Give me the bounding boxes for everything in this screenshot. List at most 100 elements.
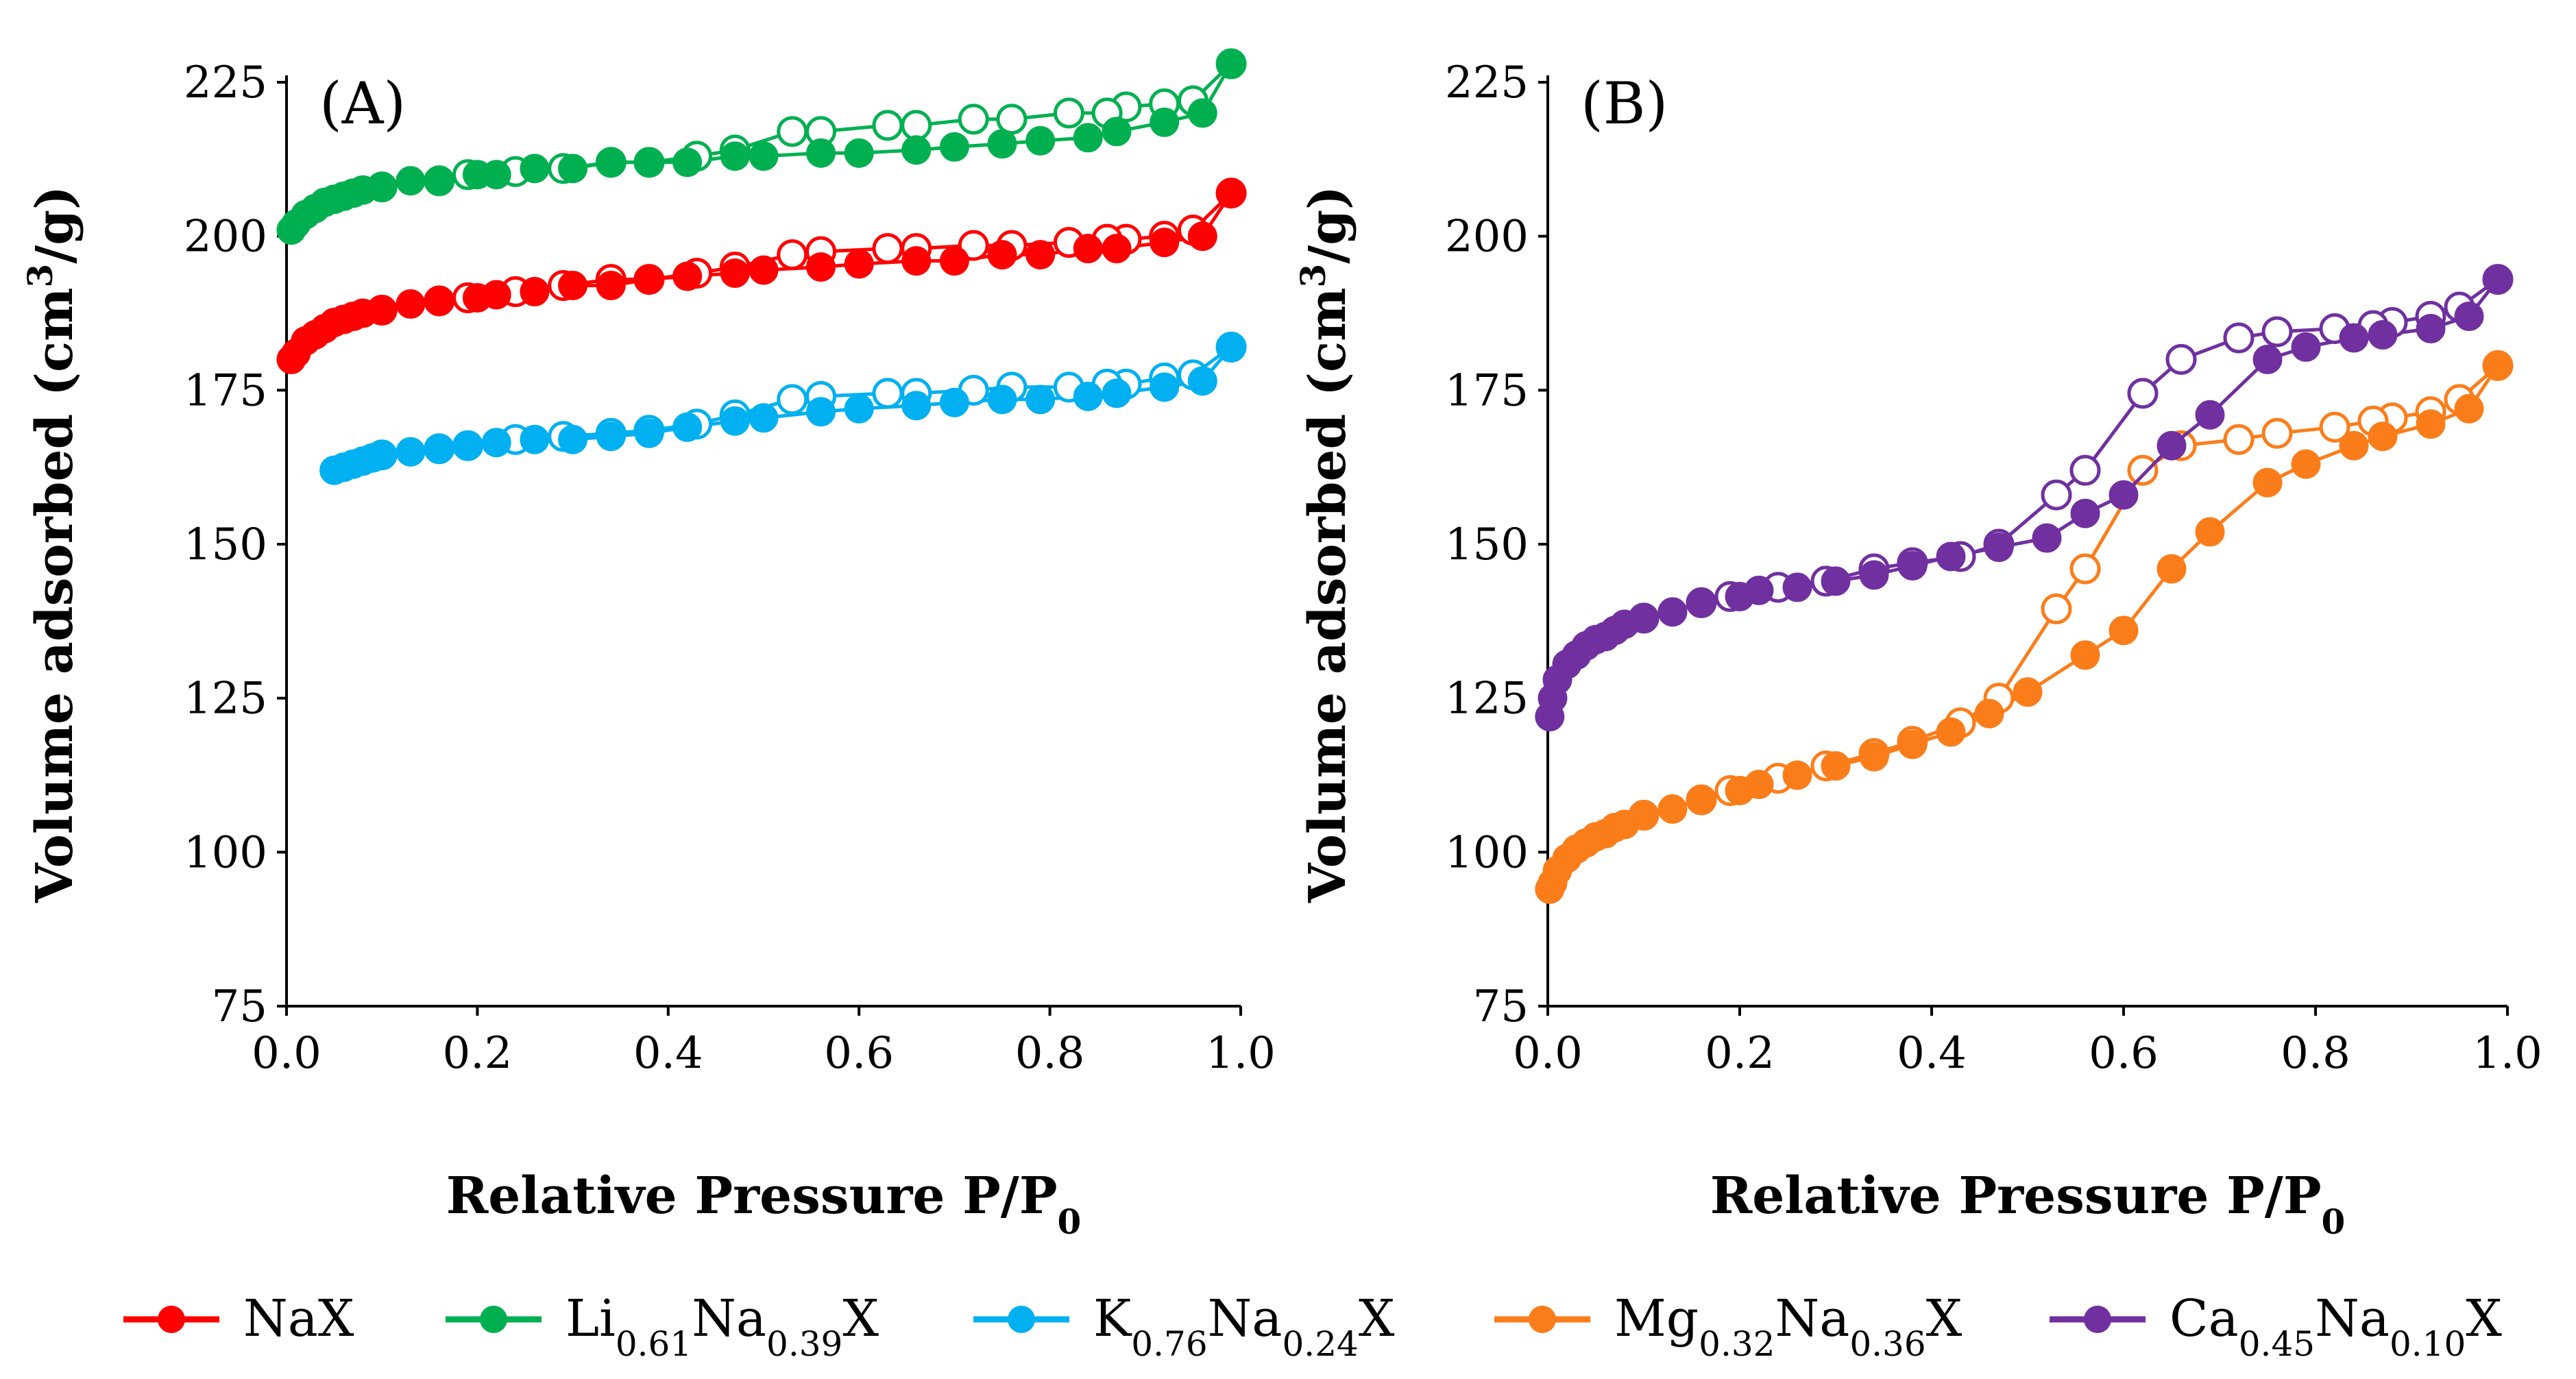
x-tick-label: 0.8 xyxy=(2281,1028,2350,1079)
adsorption-point xyxy=(1936,541,1966,572)
adsorption-point xyxy=(901,246,932,276)
adsorption-point xyxy=(481,428,511,458)
x-tick-label: 0.0 xyxy=(1513,1028,1583,1079)
legend-label: K0.76Na0.24X xyxy=(1093,1289,1395,1364)
desorption-point xyxy=(777,384,808,415)
adsorption-point xyxy=(2070,640,2100,670)
desorption-point xyxy=(777,116,808,147)
adsorption-point xyxy=(396,166,426,196)
adsorption-point xyxy=(720,141,750,171)
adsorption-point xyxy=(396,289,426,319)
adsorption-point xyxy=(672,261,703,291)
adsorption-point xyxy=(634,265,664,295)
adsorption-point xyxy=(1984,532,2014,562)
x-tick-label: 1.0 xyxy=(2472,1028,2542,1079)
desorption-point xyxy=(1053,97,1084,129)
legend-entry-knax: K0.76Na0.24X xyxy=(973,1289,1395,1364)
y-tick-label: 200 xyxy=(184,212,267,263)
series-mg0-32na0-36x xyxy=(1535,350,2514,904)
adsorption-point xyxy=(2252,467,2283,498)
adsorption-point xyxy=(1025,240,1056,270)
adsorption-point xyxy=(901,391,932,421)
x-tick-label: 0.2 xyxy=(1705,1028,1775,1079)
legend: NaX Li0.61Na0.39X K0.76Na0.24X Mg0.32Na0.36… xyxy=(123,1289,2502,1364)
adsorption-point xyxy=(558,271,588,301)
adsorption-point xyxy=(1859,560,1889,590)
legend-marker xyxy=(158,1306,185,1333)
series-nax xyxy=(276,178,1247,374)
adsorption-point xyxy=(2032,523,2062,553)
adsorption-point xyxy=(2291,332,2321,362)
desorption-point xyxy=(2319,411,2350,443)
adsorption-point xyxy=(1974,698,2004,729)
adsorption-point xyxy=(672,412,703,442)
adsorption-point xyxy=(1025,125,1056,156)
adsorption-point xyxy=(1897,550,1928,581)
adsorption-point xyxy=(1657,597,1688,627)
adsorption-point xyxy=(720,258,750,289)
legend-entry-nax: NaX xyxy=(123,1289,354,1348)
y-tick-label: 175 xyxy=(1445,365,1529,416)
adsorption-point xyxy=(1187,221,1217,252)
adsorption-point xyxy=(1150,372,1180,402)
adsorption-point xyxy=(844,138,874,168)
adsorption-point xyxy=(1859,742,1889,772)
desorption-point xyxy=(2261,417,2293,449)
adsorption-point xyxy=(367,295,397,326)
adsorption-point xyxy=(424,166,454,196)
adsorption-point xyxy=(901,135,932,165)
y-tick-label: 175 xyxy=(184,365,267,416)
adsorption-point xyxy=(2368,319,2398,350)
adsorption-point xyxy=(1216,49,1246,79)
adsorption-point xyxy=(939,132,969,162)
adsorption-point xyxy=(2195,517,2225,547)
adsorption-point xyxy=(749,403,779,433)
y-tick-label: 100 xyxy=(184,827,267,878)
adsorption-point xyxy=(481,160,511,190)
adsorption-point xyxy=(424,286,454,316)
legend-label: Ca0.45Na0.10X xyxy=(2170,1289,2502,1364)
adsorption-point xyxy=(367,440,397,470)
adsorption-point xyxy=(1102,234,1132,264)
adsorption-point xyxy=(596,422,626,452)
adsorption-point xyxy=(1686,587,1716,618)
adsorption-point xyxy=(1629,800,1659,830)
adsorption-point xyxy=(2339,323,2369,353)
adsorption-point xyxy=(987,385,1017,415)
adsorption-point xyxy=(806,138,836,168)
adsorption-point xyxy=(2291,449,2321,479)
y-axis-title: Volume adsorbed (cm3/g) xyxy=(20,186,85,903)
adsorption-point xyxy=(2454,301,2484,331)
series-ca0-45na0-10x xyxy=(1535,264,2514,732)
x-tick-label: 0.2 xyxy=(443,1028,513,1079)
y-tick-label: 225 xyxy=(184,58,267,108)
adsorption-point xyxy=(2109,480,2139,510)
y-tick-label: 125 xyxy=(1445,674,1529,724)
adsorption-point xyxy=(367,172,397,202)
adsorption-point xyxy=(396,437,426,467)
x-tick-label: 0.8 xyxy=(1015,1028,1085,1079)
adsorption-point xyxy=(1150,107,1180,137)
adsorption-point xyxy=(1073,381,1103,411)
adsorption-point xyxy=(806,252,836,282)
panel-label: (B) xyxy=(1581,70,1668,137)
desorption-point xyxy=(2261,316,2293,347)
adsorption-point xyxy=(1657,794,1688,824)
adsorption-point xyxy=(2368,422,2398,452)
adsorption-point xyxy=(520,154,550,184)
adsorption-point xyxy=(987,240,1017,270)
y-axis-title: Volume adsorbed (cm3/g) xyxy=(1293,186,1358,903)
x-axis-title: Relative Pressure P/P0 xyxy=(1710,1167,2346,1242)
adsorption-point xyxy=(749,141,779,171)
adsorption-point xyxy=(1025,385,1056,415)
legend-entry-canax: Ca0.45Na0.10X xyxy=(2050,1289,2502,1364)
adsorption-point xyxy=(596,271,626,301)
adsorption-point xyxy=(520,277,550,307)
adsorption-point xyxy=(481,280,511,310)
adsorption-point xyxy=(2454,393,2484,424)
panel-label: (A) xyxy=(319,70,406,137)
x-tick-label: 0.4 xyxy=(633,1028,703,1079)
adsorption-point xyxy=(844,249,874,279)
adsorption-point xyxy=(939,246,969,276)
